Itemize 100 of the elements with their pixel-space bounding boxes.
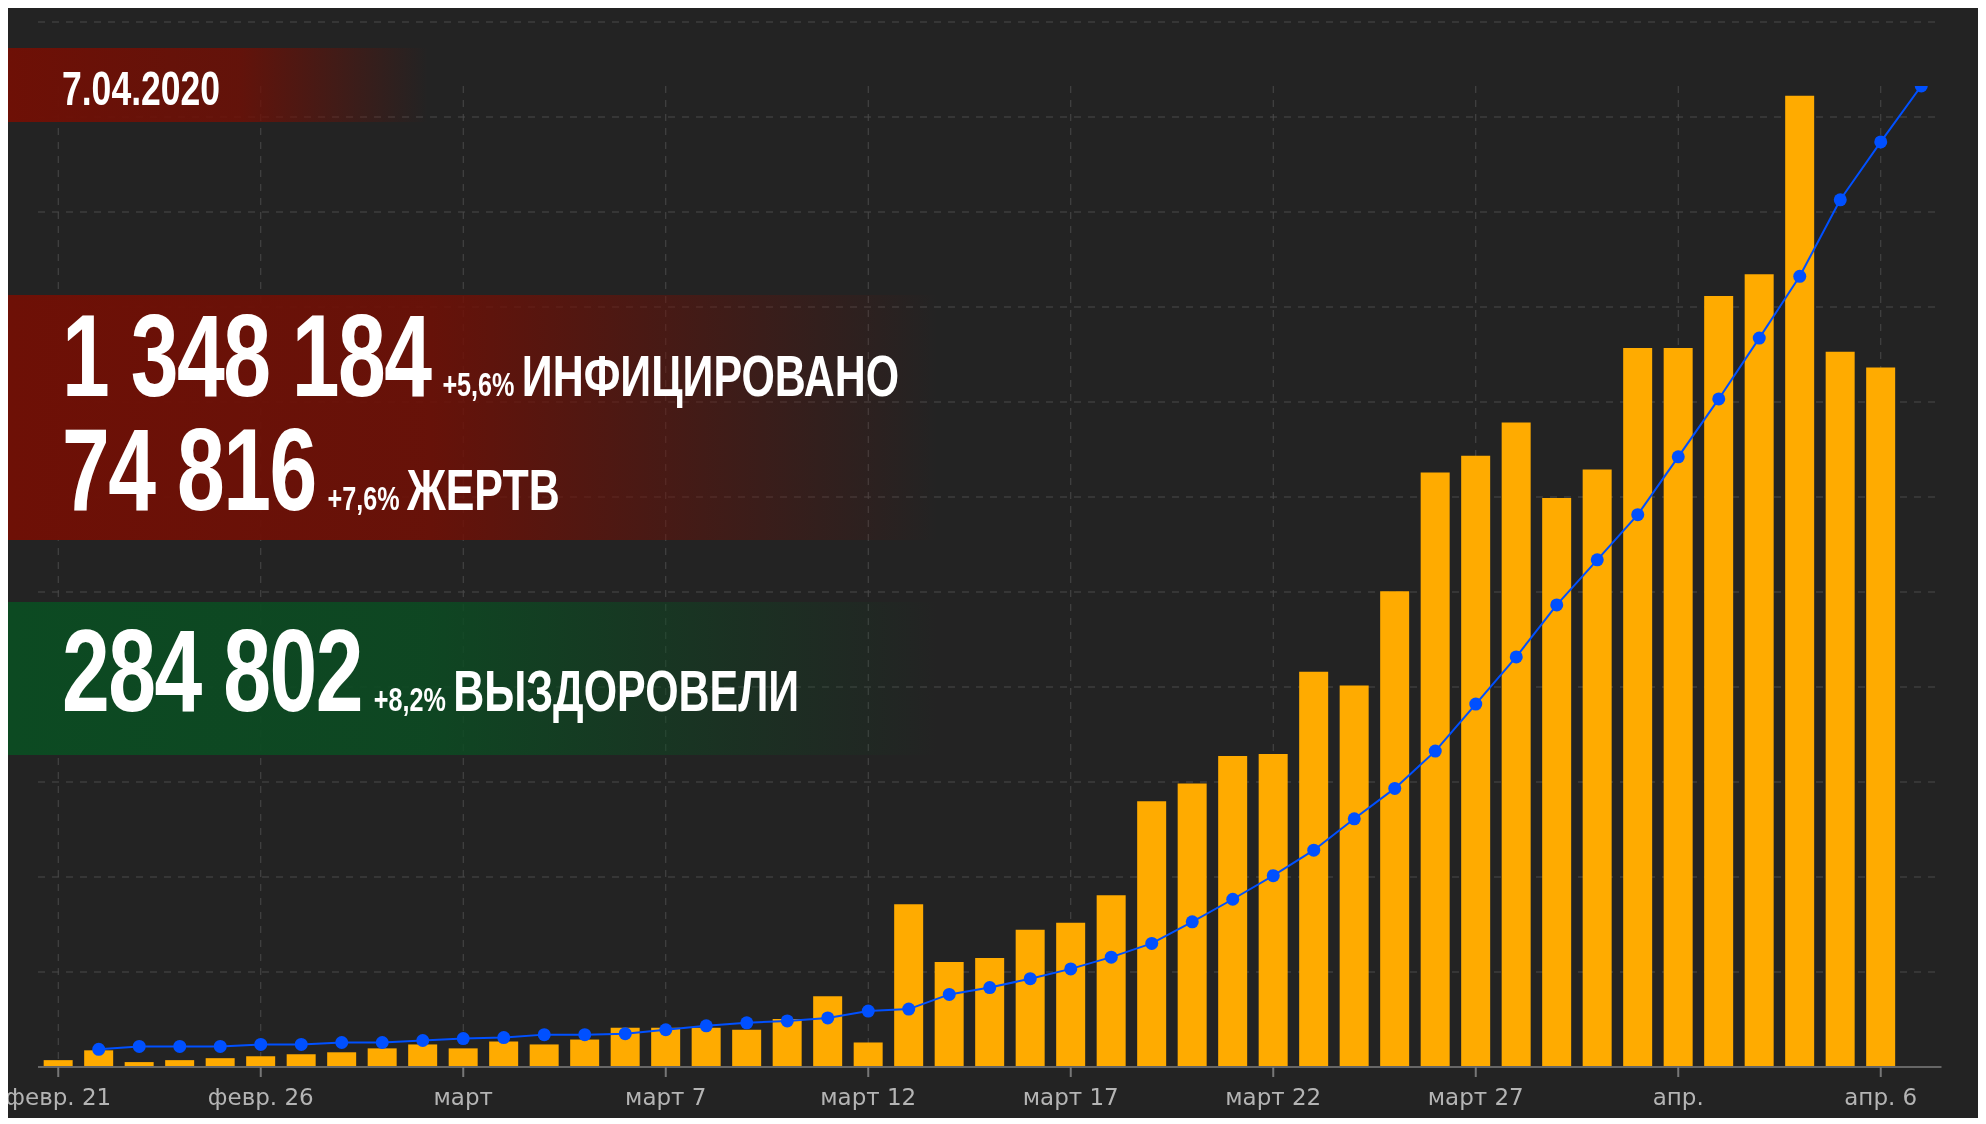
bar: [894, 904, 924, 1067]
point: [1307, 843, 1321, 857]
bar: [448, 1048, 478, 1067]
point: [1226, 892, 1240, 906]
bar: [367, 1048, 397, 1067]
bar: [1825, 351, 1855, 1067]
point: [254, 1037, 268, 1051]
point: [1793, 269, 1807, 283]
bar: [327, 1052, 357, 1067]
bar: [732, 1029, 762, 1067]
point: [1752, 331, 1766, 345]
x-tick-label: март 17: [1022, 1084, 1119, 1110]
point: [1469, 697, 1483, 711]
bar: [975, 958, 1005, 1067]
bar: [1461, 455, 1491, 1067]
bar: [1218, 756, 1248, 1067]
point: [294, 1037, 308, 1051]
point: [456, 1032, 470, 1046]
annotation: ИНФИЦИРОВАНО: [521, 343, 900, 408]
point: [780, 1014, 794, 1028]
bar: [1380, 591, 1410, 1067]
bar: [1582, 469, 1612, 1067]
bar: [813, 996, 843, 1067]
x-tick-label: март 12: [820, 1084, 917, 1110]
bar: [1056, 922, 1086, 1067]
point: [861, 1004, 875, 1018]
point: [1550, 598, 1564, 612]
x-tick-label: март 7: [625, 1084, 707, 1110]
point: [1833, 193, 1847, 207]
point: [1064, 962, 1078, 976]
point: [659, 1023, 673, 1037]
annotation: +5,6%: [442, 365, 515, 403]
bar: [1177, 783, 1207, 1067]
point: [416, 1034, 430, 1048]
bar: [1623, 347, 1653, 1067]
chart-title: 7.04.2020: [62, 62, 221, 115]
bar: [205, 1058, 235, 1067]
bar: [1258, 754, 1288, 1067]
point: [173, 1039, 187, 1053]
point: [902, 1002, 916, 1016]
point: [537, 1028, 551, 1042]
bar: [1299, 671, 1329, 1067]
point: [618, 1027, 632, 1041]
x-tick-label: апр. 6: [1844, 1084, 1918, 1110]
point: [699, 1019, 713, 1033]
annotation: +8,2%: [373, 680, 446, 718]
point: [1145, 936, 1159, 950]
bar: [1096, 895, 1126, 1067]
x-tick-label: апр.: [1652, 1084, 1704, 1110]
point: [942, 987, 956, 1001]
point: [375, 1035, 389, 1049]
bar: [1015, 929, 1045, 1067]
point: [1671, 450, 1685, 464]
point: [983, 981, 997, 995]
point: [1023, 972, 1037, 986]
bar: [1866, 367, 1896, 1067]
x-tick-label: март 22: [1225, 1084, 1322, 1110]
point: [92, 1042, 106, 1056]
bar: [1420, 472, 1450, 1067]
bar: [1542, 498, 1572, 1067]
bar: [853, 1042, 883, 1067]
x-tick-label: март: [433, 1084, 493, 1110]
x-tick-label: февр. 26: [207, 1084, 314, 1110]
point: [1631, 508, 1645, 522]
point: [213, 1039, 227, 1053]
point: [1388, 781, 1402, 795]
bar: [1744, 274, 1774, 1067]
bar: [1339, 685, 1369, 1067]
point: [132, 1039, 146, 1053]
point: [1590, 553, 1604, 567]
bar: [246, 1056, 276, 1067]
bar: [691, 1027, 721, 1067]
annotation: 284 802: [62, 606, 362, 736]
point: [497, 1031, 511, 1045]
bar: [934, 962, 964, 1067]
annotation: ЖЕРТВ: [406, 457, 560, 522]
point: [740, 1016, 754, 1030]
bar: [1501, 422, 1531, 1067]
point: [1509, 650, 1523, 664]
bar: [529, 1044, 559, 1067]
bar: [408, 1044, 438, 1067]
annotation: ВЫЗДОРОВЕЛИ: [453, 658, 800, 723]
annotation: +7,6%: [327, 479, 400, 517]
point: [1428, 744, 1442, 758]
bar: [1663, 347, 1693, 1067]
x-tick-label: март 27: [1427, 1084, 1524, 1110]
point: [1712, 392, 1726, 406]
bar: [286, 1054, 316, 1067]
point: [1347, 812, 1361, 826]
point: [335, 1035, 349, 1049]
point: [1266, 869, 1280, 883]
point: [1185, 915, 1199, 929]
bar: [489, 1041, 519, 1067]
bar: [1785, 95, 1815, 1067]
bar: [1704, 295, 1734, 1067]
point: [578, 1028, 592, 1042]
point: [821, 1011, 835, 1025]
point: [1874, 135, 1888, 149]
point: [1104, 950, 1118, 964]
bar: [1137, 801, 1167, 1067]
